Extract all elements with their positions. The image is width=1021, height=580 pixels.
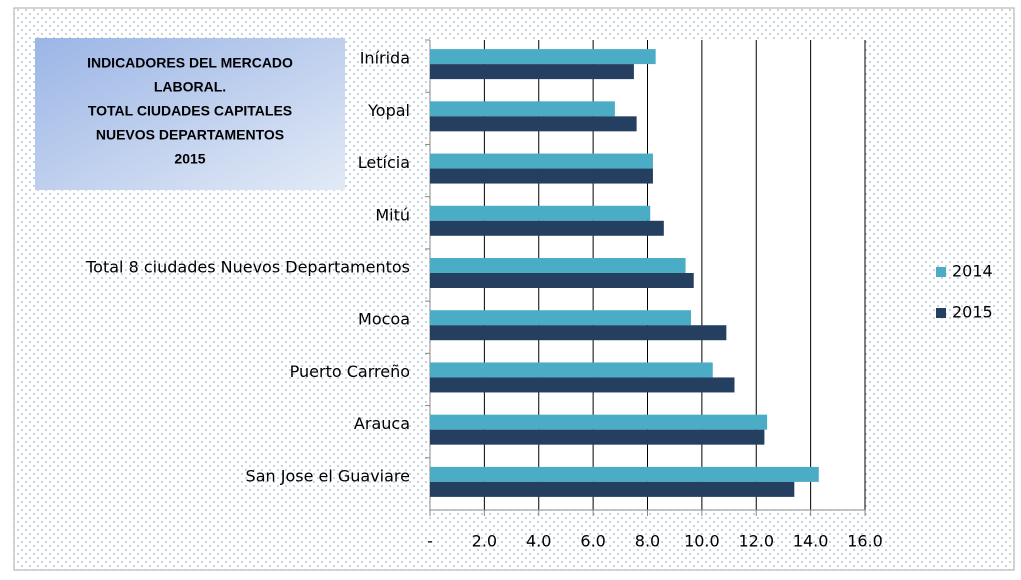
y-tick-label: Letícia — [358, 153, 410, 172]
legend-swatch — [936, 308, 946, 318]
chart-title: NUEVOS DEPARTAMENTOS — [96, 127, 284, 143]
x-tick-label: 6.0 — [580, 532, 605, 551]
x-tick-label: 14.0 — [793, 532, 829, 551]
bar — [430, 362, 713, 378]
bar — [430, 273, 694, 288]
x-tick-label: - — [427, 532, 433, 551]
bar — [430, 220, 664, 236]
x-tick-label: 12.0 — [738, 532, 774, 551]
x-tick-label: 10.0 — [684, 532, 720, 551]
chart-title: LABORAL. — [154, 79, 226, 95]
y-tick-label: Arauca — [354, 414, 410, 433]
y-tick-label: Mocoa — [358, 310, 410, 329]
bar — [430, 49, 656, 65]
x-tick-label: 2.0 — [472, 532, 497, 551]
bar — [430, 466, 819, 482]
x-tick-label: 8.0 — [635, 532, 660, 551]
y-tick-label: Puerto Carreño — [290, 362, 410, 381]
bar — [430, 481, 795, 497]
y-tick-label: Total 8 ciudades Nuevos Departamentos — [85, 258, 410, 277]
y-tick-label: Inírida — [360, 49, 410, 68]
legend-swatch — [936, 267, 946, 277]
y-tick-label: San Jose el Guaviare — [246, 466, 410, 485]
bar — [430, 153, 653, 169]
bar — [430, 116, 637, 132]
bar — [430, 325, 727, 341]
bar — [430, 310, 691, 326]
title-box — [35, 38, 345, 190]
bar — [430, 205, 651, 221]
chart-title: 2015 — [174, 151, 205, 167]
bar — [430, 377, 735, 393]
legend-label: 2014 — [952, 262, 993, 281]
legend-label: 2015 — [952, 303, 993, 322]
y-tick-label: Mitú — [375, 205, 410, 224]
bar — [430, 258, 686, 273]
chart-title: TOTAL CIUDADES CAPITALES — [88, 103, 292, 119]
y-tick-label: Yopal — [367, 101, 410, 120]
x-tick-label: 16.0 — [847, 532, 883, 551]
chart-title: INDICADORES DEL MERCADO — [87, 55, 293, 71]
bar — [430, 168, 653, 184]
bar — [430, 101, 615, 117]
x-tick-label: 4.0 — [526, 532, 551, 551]
bar — [430, 64, 634, 80]
bar — [430, 414, 768, 430]
bar — [430, 429, 765, 445]
